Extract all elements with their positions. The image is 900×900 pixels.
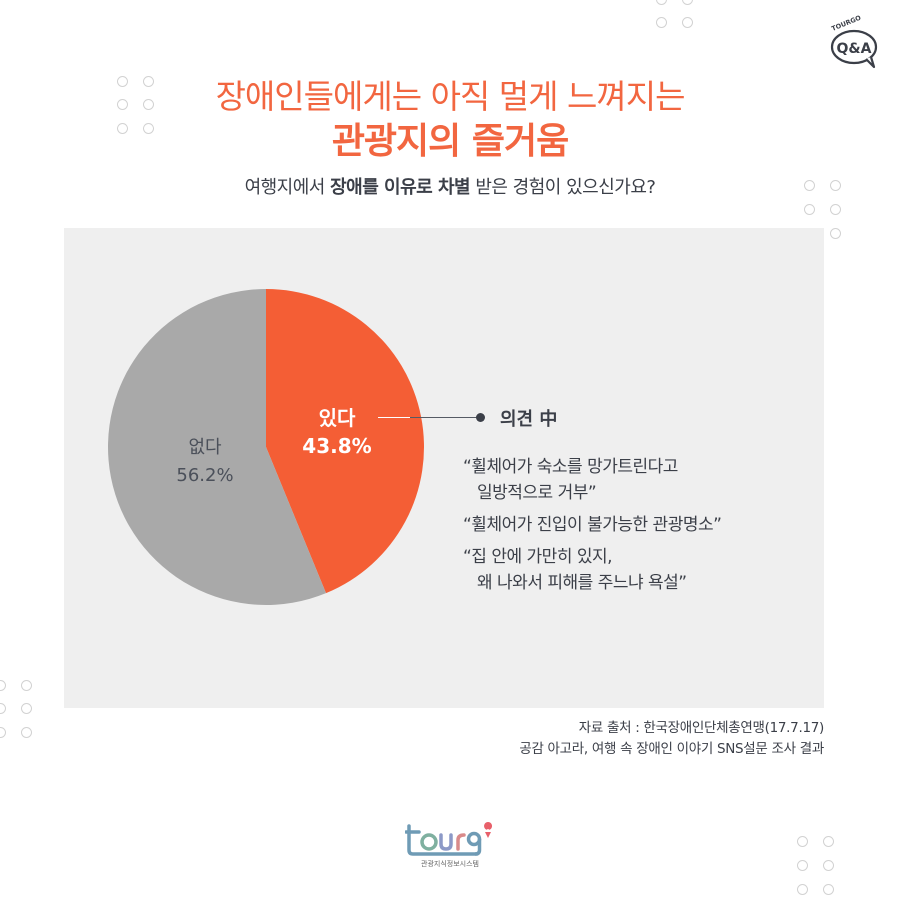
quote-line: “집 안에 가만히 있지, (463, 547, 613, 567)
question-emphasis: 장애를 이유로 차별 (330, 177, 471, 198)
title-line-2: 관광지의 즐거움 (331, 121, 569, 162)
dot (143, 123, 154, 134)
speech-bubble-icon: TOURGO Q&A (830, 14, 878, 69)
quote-item: “휠체어가 숙소를 망가트린다고 일방적으로 거부” (463, 454, 721, 506)
quote-item: “집 안에 가만히 있지, 왜 나와서 피해를 주느냐 욕설” (463, 544, 721, 596)
badge-label: Q&A (837, 41, 872, 57)
dot (21, 680, 32, 691)
tourgo-logo (404, 820, 495, 870)
question-part: 받은 경험이 있으신가요? (470, 177, 656, 198)
dot (21, 703, 32, 714)
dot (804, 180, 815, 191)
dot (830, 204, 841, 215)
dot (143, 76, 154, 87)
quote-line: “휠체어가 진입이 불가능한 관광명소” (463, 515, 722, 535)
dot (117, 99, 128, 110)
dot (21, 727, 32, 738)
dot (656, 17, 667, 28)
quote-item: “휠체어가 진입이 불가능한 관광명소” (463, 512, 722, 538)
quote-line: 일방적으로 거부” (477, 483, 597, 503)
dot (804, 204, 815, 215)
pie-label-no-name: 없다 (188, 437, 222, 458)
source-note: 자료 출처 : 한국장애인단체총연맹(17.7.17) 공감 아고라, 여행 속… (519, 718, 824, 760)
quote-line: “휠체어가 숙소를 망가트린다고 (463, 457, 678, 477)
dot (830, 180, 841, 191)
pie-slice-no (108, 289, 327, 605)
dot (117, 123, 128, 134)
opinion-quotes: “휠체어가 숙소를 망가트린다고 일방적으로 거부” “휠체어가 진입이 불가능… (463, 454, 722, 602)
opinion-title: 의견 中 (500, 409, 558, 430)
qa-badge: TOURGO Q&A (818, 14, 888, 74)
dot (797, 836, 808, 847)
leader-line-outer (410, 417, 480, 418)
dot (823, 884, 834, 895)
pie-label-no: 없다 56.2% (160, 434, 250, 490)
dot (797, 884, 808, 895)
pie-slice-yes (266, 289, 425, 594)
source-line-1: 자료 출처 : 한국장애인단체총연맹(17.7.17) (578, 720, 825, 736)
logo-subtitle: 관광지식정보시스템 (421, 860, 479, 868)
dot (823, 836, 834, 847)
source-line-2: 공감 아고라, 여행 속 장애인 이야기 SNS설문 조사 결과 (519, 741, 824, 757)
pie-label-no-value: 56.2% (176, 465, 234, 486)
logo-mark-icon (404, 822, 493, 856)
pie-label-yes-name: 있다 (318, 406, 356, 430)
dot (143, 99, 154, 110)
dot (797, 860, 808, 871)
question-part: 여행지에서 (244, 177, 331, 198)
pie-label-yes-value: 43.8% (302, 434, 372, 458)
pie-label-yes: 있다 43.8% (292, 404, 382, 460)
dot (830, 228, 841, 239)
dot (682, 17, 693, 28)
dot (823, 860, 834, 871)
dot (117, 76, 128, 87)
quote-line: 왜 나와서 피해를 주느냐 욕설” (477, 573, 687, 593)
title-line-1: 장애인들에게는 아직 멀게 느껴지는 (215, 77, 686, 116)
bullet-dot-icon (476, 413, 485, 422)
survey-question: 여행지에서 장애를 이유로 차별 받은 경험이 있으신가요? (0, 173, 900, 199)
